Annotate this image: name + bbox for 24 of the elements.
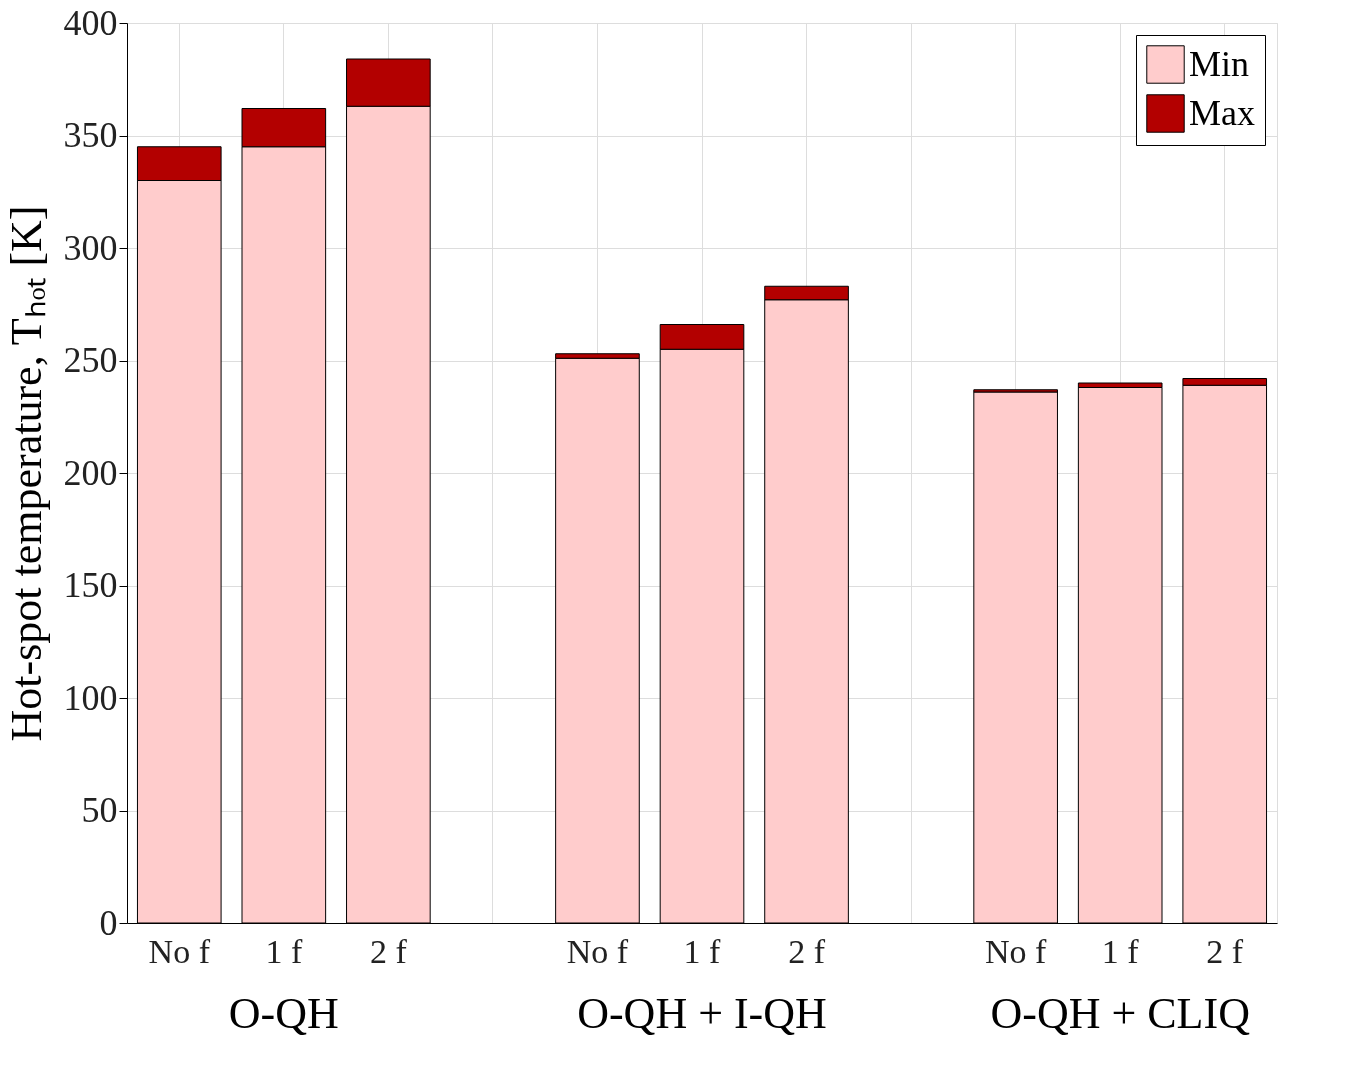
x-tick-label: No f (148, 932, 211, 970)
x-tick-label: 1 f (1101, 932, 1140, 970)
x-tick-label: 2 f (788, 932, 826, 970)
text: O-QH + I-QH (577, 989, 827, 1038)
y-tick-label: 150 (63, 565, 118, 605)
y-tick-label: 250 (63, 340, 118, 380)
x-tick-label: 2 f (1206, 932, 1244, 970)
x-tick-label: 1 f (265, 932, 303, 970)
y-tick-label: 200 (63, 452, 118, 493)
y-tick-label: 350 (63, 115, 118, 155)
legend-label: Min (1189, 43, 1250, 84)
text: O-QH (228, 989, 339, 1038)
y-tick-label: 50 (81, 790, 118, 830)
y-tick-label: 100 (63, 677, 118, 718)
y-tick-label: 300 (63, 227, 118, 268)
x-tick-label: No f (984, 932, 1047, 970)
text: O-QH + CLIQ (990, 989, 1251, 1038)
y-tick-label: 0 (99, 902, 118, 943)
x-tick-label: 1 f (683, 932, 722, 970)
y-tick-label: 400 (63, 2, 118, 43)
y-axis-title: Hot-spot temperature, Tₕₒₜ [K] (1, 205, 51, 742)
legend-label: Max (1189, 92, 1255, 133)
x-tick-label: No f (566, 932, 629, 970)
x-tick-label: 2 f (369, 932, 408, 970)
